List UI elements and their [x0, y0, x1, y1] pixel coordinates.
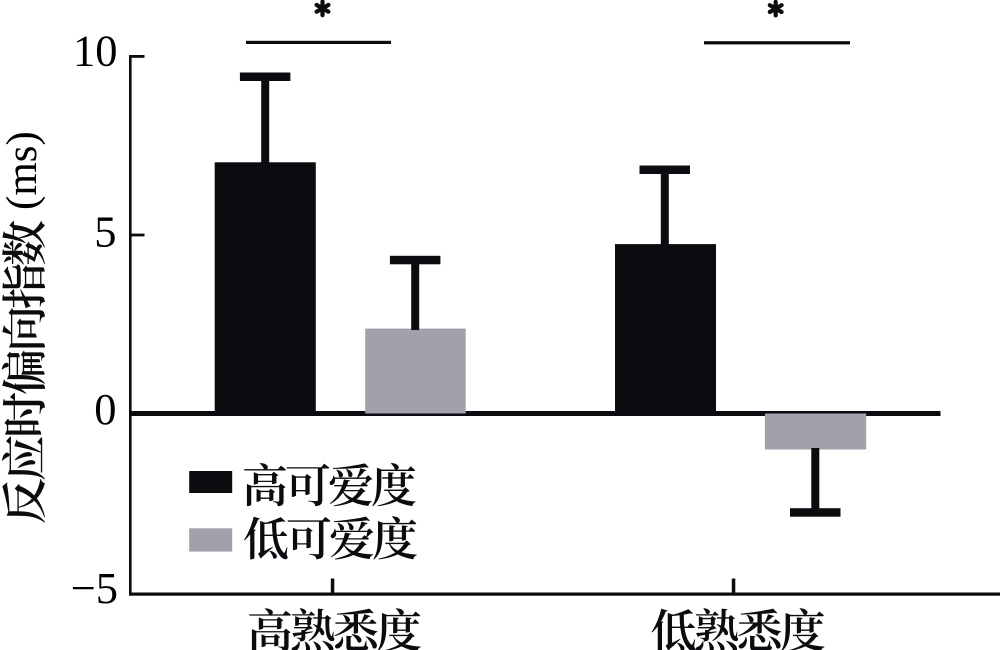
svg-text:0: 0 [94, 384, 116, 434]
svg-text:−5: −5 [71, 563, 118, 613]
svg-text:10: 10 [73, 25, 118, 75]
svg-text:(ms): (ms) [0, 131, 46, 210]
svg-text:5: 5 [94, 207, 116, 257]
